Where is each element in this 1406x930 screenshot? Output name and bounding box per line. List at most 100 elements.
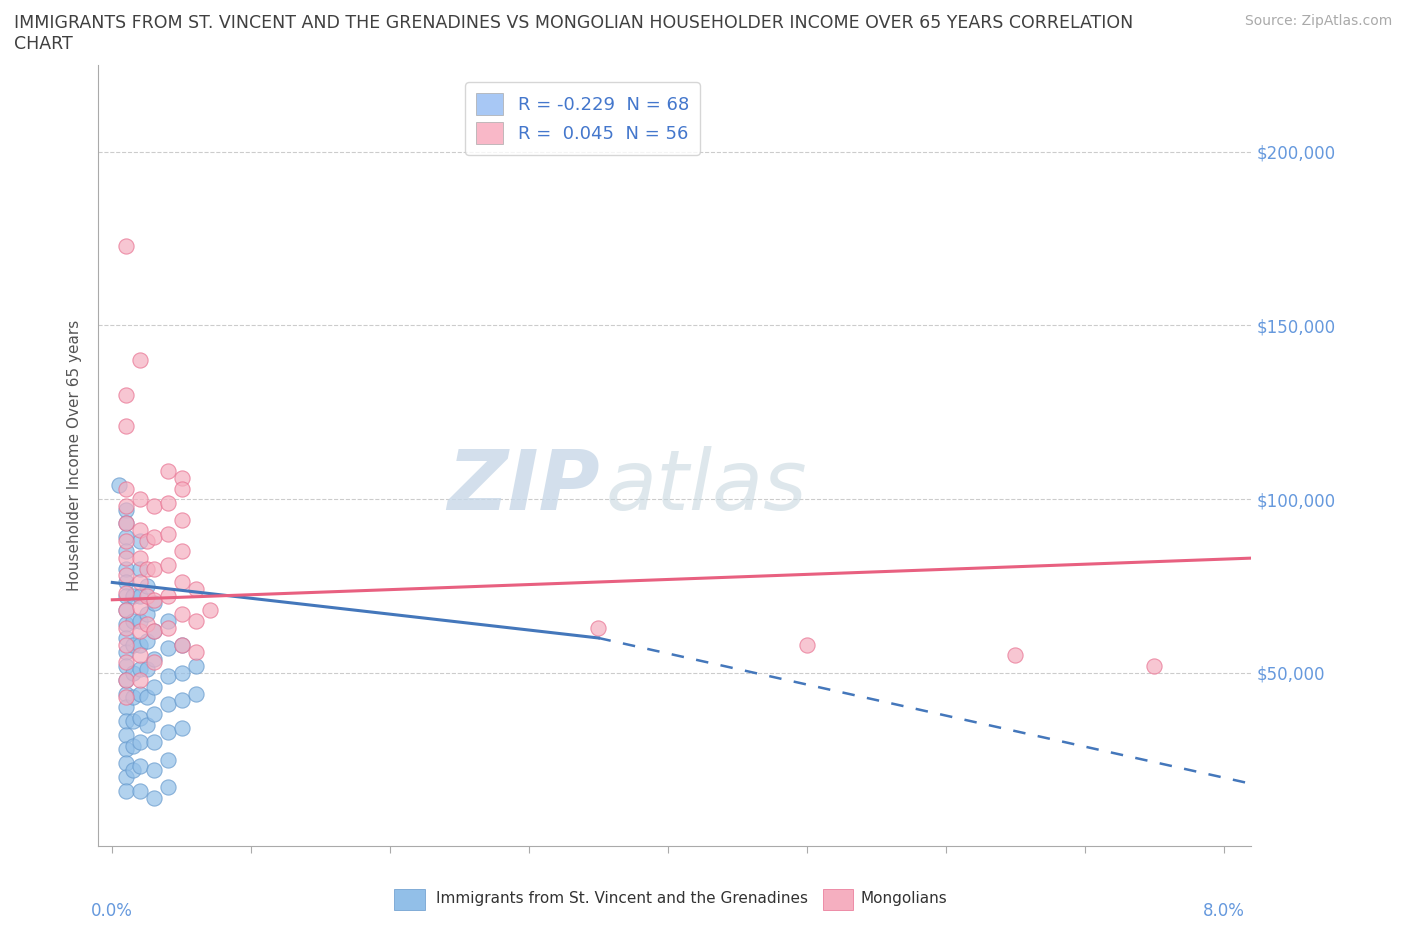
Point (136, 606, 159, 621)
Point (129, 533, 152, 548)
Point (156, 589, 179, 604)
Point (170, 637, 193, 652)
Point (129, 637, 152, 652)
Point (156, 558, 179, 573)
Point (115, 388, 138, 403)
Point (115, 516, 138, 531)
Point (122, 665, 145, 680)
Point (115, 533, 138, 548)
Point (136, 717, 159, 732)
Text: Source: ZipAtlas.com: Source: ZipAtlas.com (1244, 14, 1392, 28)
Point (129, 686, 152, 701)
Point (184, 686, 207, 701)
Point (115, 481, 138, 496)
Point (115, 672, 138, 687)
Point (143, 624, 166, 639)
Point (136, 589, 159, 604)
Point (156, 620, 179, 635)
Point (143, 651, 166, 666)
Point (115, 644, 138, 659)
Point (129, 759, 152, 774)
Point (122, 738, 145, 753)
Point (115, 585, 138, 600)
Text: CHART: CHART (14, 35, 73, 53)
Point (143, 596, 166, 611)
Point (115, 568, 138, 583)
Point (143, 679, 166, 694)
Point (115, 714, 138, 729)
Point (129, 711, 152, 725)
Point (143, 790, 166, 805)
Point (129, 589, 152, 604)
Point (136, 578, 159, 593)
Point (129, 599, 152, 614)
Point (184, 613, 207, 628)
Point (170, 665, 193, 680)
Point (170, 471, 193, 485)
Point (115, 502, 138, 517)
Point (588, 620, 610, 635)
Point (115, 617, 138, 631)
Point (129, 662, 152, 677)
Point (115, 603, 138, 618)
Text: 8.0%: 8.0% (1202, 902, 1244, 920)
Point (115, 689, 138, 704)
Point (1143, 658, 1166, 673)
Point (796, 637, 818, 652)
Text: 0.0%: 0.0% (91, 902, 134, 920)
Point (184, 582, 207, 597)
Point (115, 561, 138, 576)
Point (1004, 648, 1026, 663)
Point (115, 530, 138, 545)
Point (156, 464, 179, 479)
Point (136, 634, 159, 649)
Point (143, 655, 166, 670)
Point (170, 544, 193, 559)
Point (129, 613, 152, 628)
Point (170, 637, 193, 652)
Point (129, 783, 152, 798)
Point (136, 617, 159, 631)
Point (156, 641, 179, 656)
Point (143, 624, 166, 639)
Point (170, 512, 193, 527)
Point (115, 544, 138, 559)
Point (156, 697, 179, 711)
Point (115, 551, 138, 565)
Point (143, 707, 166, 722)
Y-axis label: Householder Income Over 65 years: Householder Income Over 65 years (67, 320, 83, 591)
Point (156, 613, 179, 628)
Point (115, 655, 138, 670)
Point (122, 689, 145, 704)
Text: atlas: atlas (606, 446, 807, 527)
Point (129, 672, 152, 687)
Point (156, 495, 179, 510)
Point (129, 575, 152, 590)
Point (136, 533, 159, 548)
Text: Mongolians: Mongolians (860, 891, 948, 906)
Point (170, 481, 193, 496)
Point (115, 769, 138, 784)
Point (115, 637, 138, 652)
Point (115, 783, 138, 798)
Point (129, 523, 152, 538)
Point (115, 672, 138, 687)
Point (129, 352, 152, 367)
Point (115, 755, 138, 770)
Point (115, 575, 138, 590)
Point (129, 561, 152, 576)
Point (136, 561, 159, 576)
Point (170, 721, 193, 736)
Point (156, 752, 179, 767)
Point (115, 700, 138, 715)
Point (170, 606, 193, 621)
Text: ZIP: ZIP (447, 446, 600, 527)
Point (156, 724, 179, 739)
Point (129, 735, 152, 750)
Point (156, 669, 179, 684)
Point (143, 561, 166, 576)
Point (122, 613, 145, 628)
Point (122, 637, 145, 652)
Point (122, 714, 145, 729)
Point (129, 624, 152, 639)
